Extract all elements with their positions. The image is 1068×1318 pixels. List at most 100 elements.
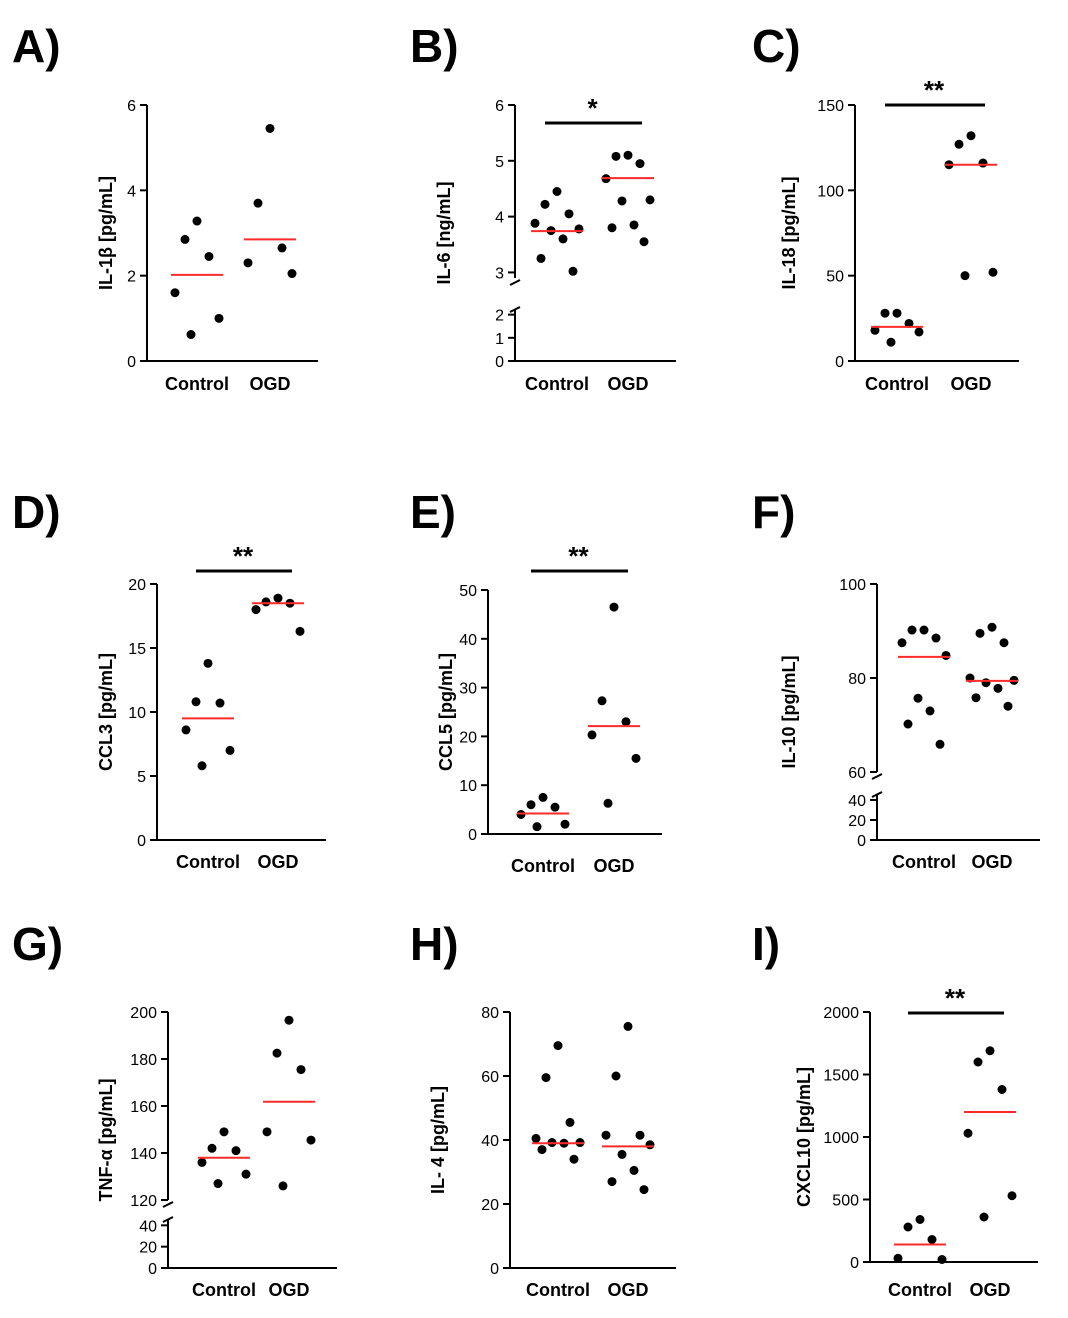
panel-8-point-1-8	[639, 1185, 649, 1195]
panel-3-point-1-0	[966, 131, 976, 141]
panel-1-category-0: Control	[165, 374, 229, 394]
panel-3-point-1-5	[960, 271, 970, 281]
panel-6-tick-label-5: 100	[839, 577, 866, 594]
panel-5-category-0: Control	[511, 856, 575, 876]
panel-8-point-0-7	[537, 1145, 547, 1155]
panel-2-point-0-1	[540, 199, 550, 209]
panel-2-label: B)	[410, 20, 459, 72]
panel-9-category-1: OGD	[969, 1280, 1010, 1300]
panel-3-point-1-1	[954, 139, 964, 149]
panel-7-point-0-0	[219, 1127, 229, 1137]
panel-3-tick-label-1: 50	[826, 269, 844, 286]
panel-6-axis-break	[871, 773, 883, 798]
panel-4-point-1-3	[251, 605, 261, 615]
panel-2-tick-label-2: 2	[495, 308, 504, 325]
panel-9-point-1-2	[997, 1085, 1007, 1094]
panel-1-point-1-2	[277, 243, 287, 253]
panel-1-category-1: OGD	[249, 374, 290, 394]
panel-1-point-0-4	[214, 313, 224, 323]
panel-3-tick-label-0: 0	[835, 354, 844, 371]
panel-2-point-1-2	[635, 159, 645, 169]
panel-2-tick-label-0: 0	[495, 354, 504, 371]
panel-5-tick-label-2: 20	[459, 729, 477, 746]
panel-1-label: A)	[12, 20, 61, 72]
panel-4-point-0-4	[225, 745, 235, 755]
panel-6-point-0-4	[941, 650, 951, 660]
panel-5-point-0-1	[526, 800, 536, 810]
panel-4-ylabel: CCL3 [pg/mL]	[96, 653, 116, 771]
panel-9-point-1-4	[1007, 1191, 1017, 1201]
panel-7-point-1-3	[262, 1127, 272, 1137]
panel-6-point-0-8	[935, 739, 945, 749]
panel-6-point-1-2	[999, 638, 1009, 648]
panel-8-label: H)	[410, 918, 459, 970]
panel-4-point-1-0	[273, 593, 283, 603]
panel-6-point-1-7	[971, 693, 981, 703]
panel-3-point-0-0	[892, 308, 902, 318]
panel-6-tick-label-3: 60	[848, 765, 866, 782]
panel-7-point-1-0	[284, 1015, 294, 1025]
panel-9-point-1-3	[963, 1128, 973, 1138]
panel-1-point-1-1	[253, 198, 263, 208]
panel-8-point-0-3	[531, 1133, 541, 1143]
panel-8-tick-label-2: 40	[481, 1133, 499, 1150]
panel-1-point-0-2	[204, 251, 214, 261]
panel-4-point-0-0	[203, 658, 213, 668]
panel-4-tick-label-3: 15	[128, 641, 146, 658]
panel-7-label: G)	[12, 918, 63, 970]
panel-8-point-0-2	[565, 1117, 575, 1127]
panel-1-tick-label-2: 4	[127, 183, 136, 200]
panel-6-point-1-0	[987, 622, 997, 632]
panel-2-tick-label-5: 5	[495, 154, 504, 171]
panel-8-tick-label-1: 20	[481, 1197, 499, 1214]
panel-8-category-0: Control	[526, 1280, 590, 1300]
panel-3-sig-label: **	[924, 75, 945, 105]
panel-6-tick-label-1: 20	[848, 813, 866, 830]
panel-6-point-0-6	[925, 706, 935, 716]
panel-7-tick-label-7: 200	[130, 1005, 157, 1022]
panel-8-point-0-8	[569, 1154, 579, 1164]
panel-3-point-0-1	[880, 308, 890, 318]
panel-2-point-1-6	[629, 220, 639, 230]
panel-5-point-1-1	[597, 696, 607, 706]
panel-2-point-1-8	[639, 237, 649, 247]
panel-9-tick-label-3: 1500	[823, 1068, 859, 1085]
panel-8-category-1: OGD	[607, 1280, 648, 1300]
panel-4-tick-label-2: 10	[128, 705, 146, 722]
panel-8-tick-label-0: 0	[490, 1261, 499, 1278]
panel-6-category-0: Control	[892, 852, 956, 872]
panel-6-point-1-1	[975, 628, 985, 638]
panel-5-label: E)	[410, 486, 456, 538]
panel-5-ylabel: CCL5 [pg/mL]	[436, 653, 456, 771]
panel-4-tick-label-4: 20	[128, 577, 146, 594]
panel-1-tick-label-3: 6	[127, 98, 136, 115]
panel-8-point-0-0	[553, 1041, 563, 1051]
panel-5-tick-label-4: 40	[459, 632, 477, 649]
panel-7-tick-label-6: 180	[130, 1052, 157, 1069]
panel-7-ylabel: TNF-α [pg/mL]	[96, 1078, 116, 1201]
panel-6-label: F)	[752, 486, 795, 538]
panel-6-tick-label-0: 0	[857, 833, 866, 850]
panel-5-point-0-4	[560, 819, 570, 829]
panel-3-point-1-2	[978, 158, 988, 168]
panel-6-point-0-2	[931, 633, 941, 643]
panel-2-sig-label: *	[587, 93, 598, 123]
panel-5-point-0-0	[538, 792, 548, 802]
panel-1-point-0-5	[186, 330, 196, 340]
panel-3-tick-label-3: 150	[817, 98, 844, 115]
panel-5-point-1-2	[621, 717, 631, 727]
panel-5-point-1-3	[587, 730, 597, 740]
panel-2-tick-label-1: 1	[495, 331, 504, 348]
panel-9-tick-label-1: 500	[832, 1193, 859, 1210]
panel-8-point-1-2	[635, 1130, 645, 1140]
panel-5-tick-label-1: 10	[459, 778, 477, 795]
panel-1-point-1-0	[265, 123, 275, 133]
panel-1-point-1-4	[287, 269, 297, 279]
panel-8-ylabel: IL- 4 [pg/mL]	[428, 1086, 448, 1194]
panel-7-tick-label-0: 0	[148, 1261, 157, 1278]
panel-5-point-1-5	[603, 798, 613, 808]
panel-7-tick-label-5: 160	[130, 1099, 157, 1116]
panel-6-category-1: OGD	[971, 852, 1012, 872]
panel-4-tick-label-0: 0	[137, 833, 146, 850]
panel-8-point-1-7	[607, 1177, 617, 1187]
